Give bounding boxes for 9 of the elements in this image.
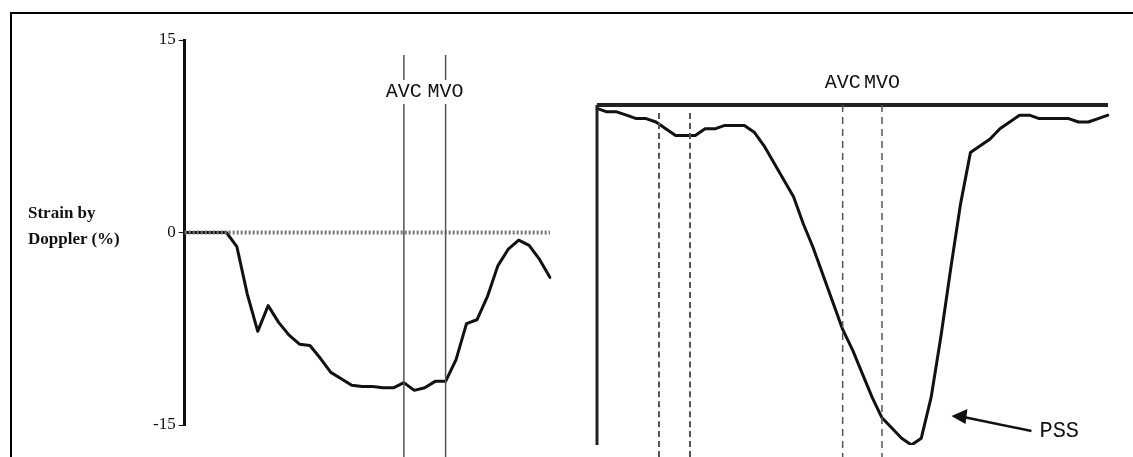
x-tick-label: AVC <box>824 71 861 95</box>
x-tick-label: MVO <box>427 80 464 104</box>
y-tick-label: -15 <box>152 414 176 434</box>
y-axis-title: Strain by Doppler (%) <box>28 202 121 251</box>
y-tick-label: 0 <box>167 221 176 241</box>
annotation: PSS <box>1039 418 1080 444</box>
x-tick-label: MVO <box>863 71 900 95</box>
y-tick-label: 15 <box>158 29 176 49</box>
x-tick-label: AVC <box>385 80 422 104</box>
